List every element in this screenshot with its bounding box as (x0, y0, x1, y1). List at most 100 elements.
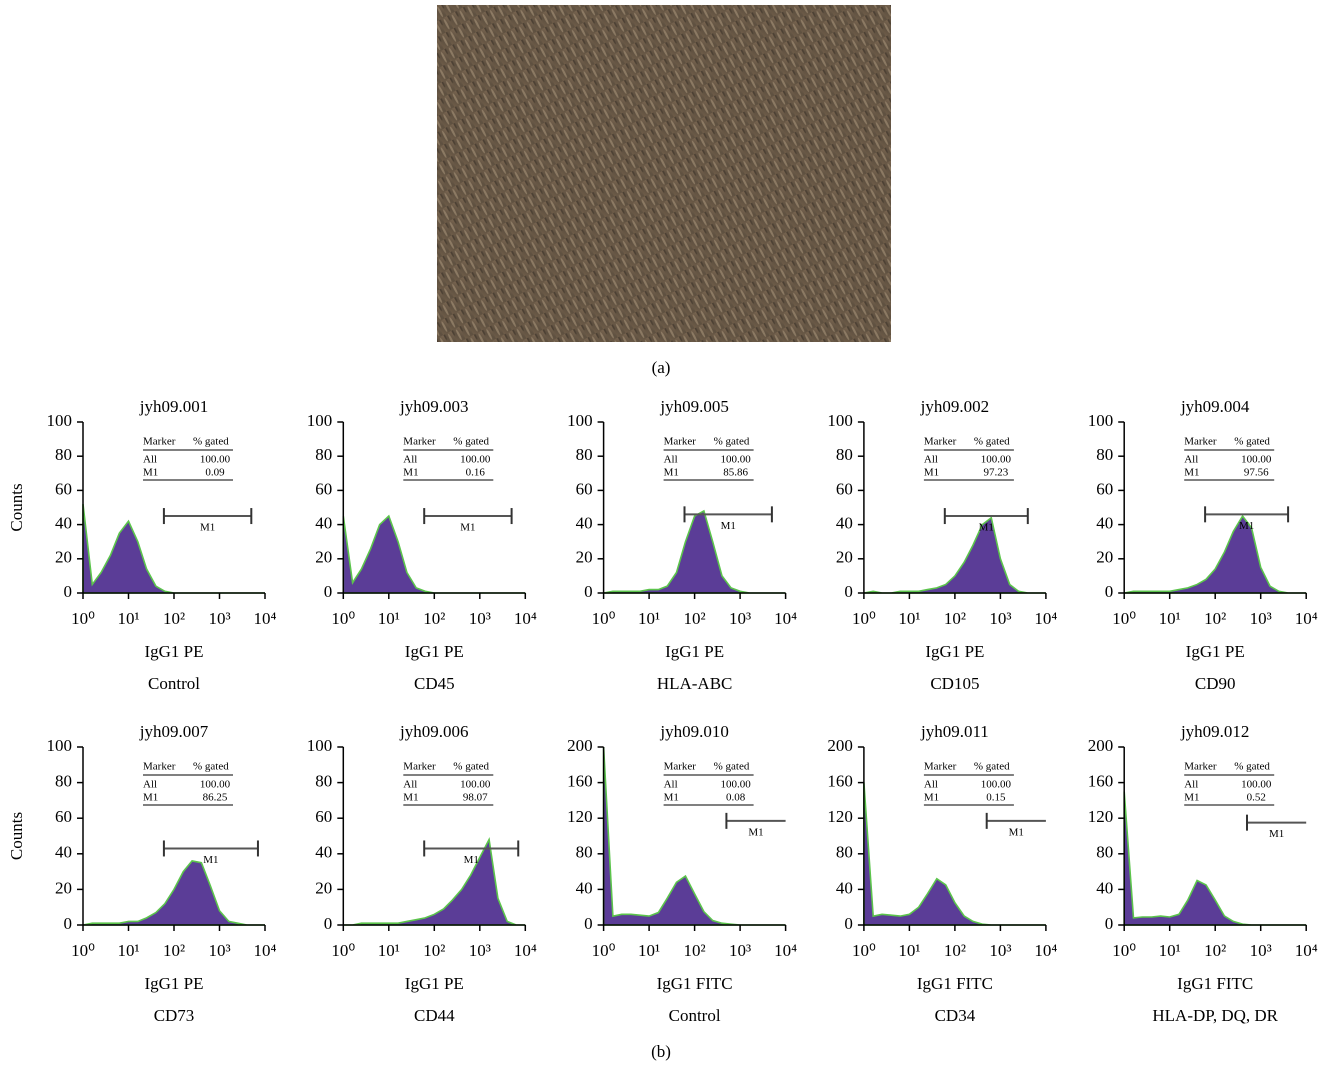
table-header: % gated (193, 761, 229, 773)
table-cell: All (1184, 454, 1198, 466)
x-tick-label: 10⁴ (1034, 941, 1057, 960)
chart-title: jyh09.010 (659, 722, 728, 741)
x-tick-label: 10³ (469, 609, 491, 628)
table-cell: 100.00 (720, 454, 751, 466)
table-cell: 100.00 (981, 779, 1012, 791)
gate-label: M1 (203, 854, 218, 866)
x-tick-label: 10² (944, 941, 966, 960)
gate-label: M1 (1269, 828, 1284, 840)
y-tick-label: 40 (315, 843, 332, 862)
y-tick-label: 200 (827, 736, 853, 755)
x-tick-label: 10² (944, 609, 966, 628)
y-tick-label: 20 (576, 548, 593, 567)
y-tick-label: 80 (576, 445, 593, 464)
table-cell: M1 (143, 792, 158, 804)
y-tick-label: 120 (1088, 807, 1114, 826)
x-tick-label: 10⁰ (71, 609, 95, 628)
table-cell: 86.25 (203, 792, 228, 804)
y-tick-label: 60 (836, 479, 853, 498)
y-tick-label: 100 (1088, 411, 1114, 430)
y-tick-label: 100 (47, 736, 73, 755)
chart-caption: CD34 (935, 1006, 976, 1025)
gate-label: M1 (1009, 826, 1024, 838)
chart-caption: CD105 (930, 674, 979, 693)
x-tick-label: 10⁰ (71, 941, 95, 960)
x-tick-label: 10⁰ (1112, 609, 1136, 628)
table-cell: 97.56 (1244, 467, 1269, 479)
y-tick-label: 200 (567, 736, 593, 755)
table-header: % gated (453, 761, 489, 773)
x-tick-label: 10² (684, 941, 706, 960)
y-tick-label: 20 (315, 878, 332, 897)
table-cell: 100.00 (460, 454, 491, 466)
x-axis-label: IgG1 PE (405, 974, 464, 993)
table-header: % gated (974, 436, 1010, 448)
table-header: Marker (143, 761, 176, 773)
table-header: Marker (403, 761, 436, 773)
table-cell: 100.00 (1241, 779, 1272, 791)
x-tick-label: 10² (423, 941, 445, 960)
table-cell: 0.52 (1247, 792, 1266, 804)
x-tick-label: 10² (1204, 609, 1226, 628)
chart-title: jyh09.003 (399, 397, 468, 416)
x-tick-label: 10³ (729, 941, 751, 960)
x-tick-label: 10² (423, 609, 445, 628)
histogram-area (603, 509, 786, 594)
table-header: Marker (664, 436, 697, 448)
table-header: % gated (974, 761, 1010, 773)
x-axis-label: IgG1 FITC (657, 974, 733, 993)
y-tick-label: 60 (1096, 479, 1113, 498)
chart-title: jyh09.011 (920, 722, 989, 741)
y-tick-label: 80 (1096, 843, 1113, 862)
x-tick-label: 10³ (208, 941, 230, 960)
chart-caption: HLA-DP, DQ, DR (1152, 1006, 1278, 1025)
chart-title: jyh09.006 (399, 722, 468, 741)
table-cell: All (403, 779, 417, 791)
x-tick-label: 10⁴ (1295, 941, 1318, 960)
chart-caption: CD90 (1195, 674, 1236, 693)
table-header: Marker (403, 436, 436, 448)
table-cell: 97.23 (984, 467, 1009, 479)
x-tick-label: 10³ (208, 609, 230, 628)
gate-label: M1 (748, 826, 763, 838)
y-tick-label: 60 (315, 479, 332, 498)
y-tick-label: 100 (47, 411, 73, 430)
table-cell: All (924, 454, 938, 466)
y-tick-label: 80 (55, 445, 72, 464)
cell-photo (437, 5, 891, 342)
gate-label: M1 (200, 522, 215, 534)
chart-title: jyh09.012 (1180, 722, 1249, 741)
y-tick-label: 80 (576, 843, 593, 862)
gate-label: M1 (460, 522, 475, 534)
table-cell: 100.00 (200, 779, 231, 791)
histogram-area (82, 860, 265, 926)
y-tick-label: 120 (827, 807, 853, 826)
x-tick-label: 10⁴ (774, 941, 797, 960)
table-header: % gated (714, 436, 750, 448)
table-cell: All (664, 779, 678, 791)
x-tick-label: 10⁰ (1112, 941, 1136, 960)
table-header: % gated (1234, 436, 1270, 448)
table-header: % gated (1234, 761, 1270, 773)
x-tick-label: 10⁴ (514, 609, 537, 628)
y-tick-label: 0 (1105, 582, 1114, 601)
table-cell: 100.00 (200, 454, 231, 466)
x-tick-label: 10⁴ (254, 609, 277, 628)
chart-caption: CD44 (414, 1006, 455, 1025)
table-cell: M1 (924, 792, 939, 804)
x-tick-label: 10² (163, 609, 185, 628)
table-cell: M1 (403, 467, 418, 479)
x-tick-label: 10⁰ (852, 609, 876, 628)
panel-label: (a) (652, 358, 671, 377)
chart-caption: Control (148, 674, 200, 693)
chart-title: jyh09.007 (139, 722, 209, 741)
table-cell: 100.00 (720, 779, 751, 791)
x-axis-label: IgG1 FITC (917, 974, 993, 993)
y-tick-label: 40 (55, 843, 72, 862)
gate-label: M1 (721, 520, 736, 532)
y-tick-label: 160 (1088, 772, 1114, 791)
y-tick-label: 40 (55, 514, 72, 533)
x-tick-label: 10³ (469, 941, 491, 960)
table-cell: 100.00 (1241, 454, 1272, 466)
